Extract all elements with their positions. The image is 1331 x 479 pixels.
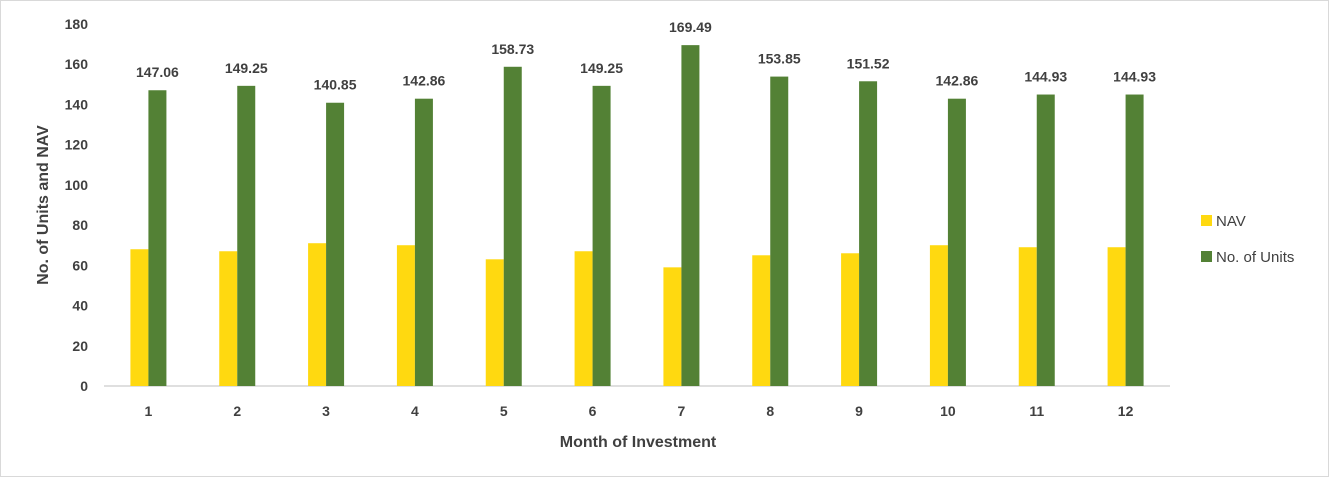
data-label-units: 151.52 [847,55,890,71]
y-tick-label: 40 [72,298,88,314]
data-label-units: 144.93 [1113,69,1156,85]
bar-units [1125,94,1144,386]
y-tick-label: 120 [65,137,89,153]
x-tick-label: 8 [766,403,774,419]
bar-nav [1018,247,1037,386]
data-label-units: 169.49 [669,19,712,35]
legend-swatch-nav [1201,215,1212,226]
bar-units [592,85,611,386]
bar-nav [1107,247,1126,386]
x-tick-label: 1 [145,403,153,419]
bar-units [148,90,167,386]
bar-nav [929,245,948,386]
y-tick-label: 100 [65,177,89,193]
legend-swatch-units [1201,251,1212,262]
y-tick-label: 180 [65,16,89,32]
bar-nav [752,255,771,386]
bar-nav [130,249,149,386]
x-tick-label: 11 [1029,403,1044,419]
bar-nav [574,251,593,386]
x-axis-title: Month of Investment [560,434,717,451]
data-label-units: 158.73 [491,41,534,57]
y-tick-label: 0 [80,378,88,394]
x-tick-label: 5 [500,403,508,419]
x-tick-label: 4 [411,403,419,419]
bar-units [503,66,522,386]
bar-units [770,76,789,387]
bar-nav [485,259,504,386]
data-label-units: 153.85 [758,51,801,67]
bar-units [326,102,345,387]
data-label-units: 149.25 [225,60,268,76]
x-axis: 1 2 3 4 5 6 7 8 9 10 11 12 [104,385,1170,419]
bar-units [414,98,433,387]
x-tick-label: 6 [589,403,597,419]
y-tick-label: 160 [65,56,89,72]
x-tick-label: 7 [678,403,686,419]
bar-units [859,81,878,387]
bar-nav [663,267,682,386]
y-axis-title: No. of Units and NAV [35,125,52,285]
bar-units [1036,94,1055,386]
data-label-units: 142.86 [936,73,979,89]
bar-nav [219,251,238,386]
y-axis: 0 20 40 60 80 100 120 140 160 180 [65,16,89,394]
legend-label-units: No. of Units [1216,249,1294,266]
data-label-units: 142.86 [403,73,446,89]
y-tick-label: 20 [72,338,88,354]
bar-units [681,45,700,386]
x-tick-label: 3 [322,403,330,419]
legend-label-nav: NAV [1216,213,1246,230]
x-tick-label: 10 [940,403,956,419]
data-label-units: 149.25 [580,60,623,76]
legend: NAV No. of Units [1201,213,1294,266]
data-labels: 147.06 149.25 140.85 142.86 158.73 149.25 169.… [136,19,1156,93]
bar-nav [308,243,327,386]
bar-units [237,85,256,386]
bars [130,45,1144,387]
bar-units [947,98,966,387]
data-label-units: 144.93 [1024,69,1067,85]
y-tick-label: 140 [65,96,89,112]
x-tick-label: 12 [1118,403,1134,419]
bar-nav [396,245,415,386]
data-label-units: 140.85 [314,77,357,93]
bar-nav [841,253,860,386]
data-label-units: 147.06 [136,64,179,80]
x-tick-label: 9 [855,403,863,419]
x-tick-label: 2 [233,403,241,419]
y-tick-label: 60 [72,257,88,273]
y-tick-label: 80 [72,217,88,233]
